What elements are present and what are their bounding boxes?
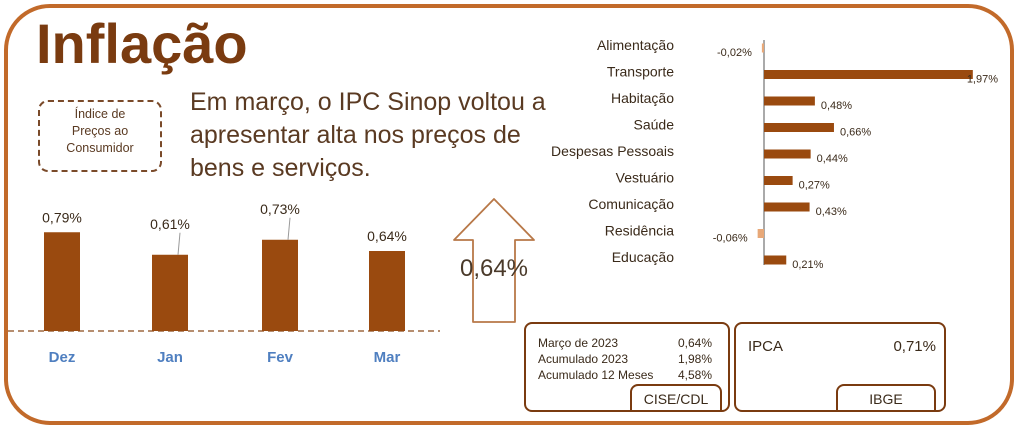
category-tick-label: Transporte — [607, 64, 674, 80]
ipca-value: 0,71% — [893, 338, 936, 355]
summary-value: 4,58% — [677, 368, 712, 382]
month-tick-label: Jan — [157, 349, 183, 366]
group-bar — [764, 70, 973, 79]
label-leader — [287, 217, 291, 240]
summary-row: Março de 2023 0,64% — [538, 336, 712, 350]
page-title: Inflação — [36, 12, 248, 75]
group-bar — [757, 229, 764, 238]
summary-row: Acumulado 2023 1,98% — [538, 352, 712, 366]
summary-value: 1,98% — [677, 352, 712, 366]
category-tick-label: Vestuário — [616, 170, 675, 186]
group-bar — [764, 176, 793, 185]
category-tick-label: Alimentação — [597, 37, 674, 53]
summary-label: Acumulado 12 Meses — [538, 368, 654, 382]
summary-label: Março de 2023 — [538, 336, 619, 350]
arrow-value: 0,64% — [460, 255, 528, 282]
bar-value-label: 0,73% — [260, 201, 300, 217]
group-bar — [764, 96, 815, 106]
group-bar — [761, 43, 764, 53]
ipca-box: IPCA 0,71% IBGE — [734, 322, 946, 412]
month-tick-label: Dez — [49, 349, 76, 366]
group-value-label: 0,66% — [840, 127, 871, 139]
bar-dez — [44, 232, 80, 331]
category-tick-label: Habitação — [611, 90, 674, 106]
summary-row: Acumulado 12 Meses 4,58% — [538, 368, 712, 382]
month-tick-label: Fev — [267, 349, 294, 366]
headline-line: bens e serviços. — [190, 154, 371, 182]
bar-value-label: 0,64% — [367, 228, 407, 244]
badge-line: Consumidor — [66, 141, 134, 155]
group-bar — [764, 255, 787, 265]
headline: Em março, o IPC Sinop voltou a apresenta… — [190, 86, 560, 185]
group-value-label: 1,97% — [967, 74, 998, 86]
label-leader — [177, 232, 181, 255]
group-value-label: -0,06% — [713, 233, 748, 245]
summary-value: 0,64% — [677, 336, 712, 350]
month-tick-label: Mar — [374, 349, 401, 366]
bar-mar — [369, 251, 405, 331]
category-tick-label: Saúde — [634, 117, 675, 133]
group-value-label: 0,27% — [799, 180, 830, 192]
ipca-label: IPCA — [748, 338, 784, 355]
bar-value-label: 0,61% — [150, 216, 190, 232]
headline-line: Em março, o IPC Sinop voltou a — [190, 88, 546, 116]
category-tick-label: Despesas Pessoais — [551, 143, 674, 159]
up-arrow-icon — [453, 198, 535, 323]
outer-frame — [4, 4, 1014, 425]
headline-line: apresentar alta nos preços de — [190, 121, 521, 149]
group-bar — [764, 202, 810, 212]
summary-box: Março de 2023 0,64% Acumulado 2023 1,98%… — [524, 322, 730, 412]
group-bar — [764, 149, 811, 159]
index-badge: Índice de Preços ao Consumidor — [38, 100, 162, 172]
group-value-label: 0,43% — [816, 206, 847, 218]
category-tick-label: Educação — [612, 249, 674, 265]
bar-fev — [262, 239, 298, 331]
category-tick-label: Residência — [605, 223, 674, 239]
group-value-label: -0,02% — [717, 47, 752, 59]
group-value-label: 0,21% — [792, 259, 823, 271]
summary-label: Acumulado 2023 — [538, 352, 629, 366]
source-tab: CISE/CDL — [630, 384, 722, 412]
ipca-source-tab: IBGE — [836, 384, 936, 412]
group-value-label: 0,48% — [821, 100, 852, 112]
group-value-label: 0,44% — [817, 153, 848, 165]
group-bar — [764, 123, 834, 132]
category-tick-label: Comunicação — [588, 196, 674, 212]
badge-line: Preços ao — [71, 124, 129, 138]
bar-value-label: 0,79% — [42, 209, 82, 225]
bar-jan — [152, 254, 188, 331]
badge-line: Índice de — [74, 107, 126, 121]
